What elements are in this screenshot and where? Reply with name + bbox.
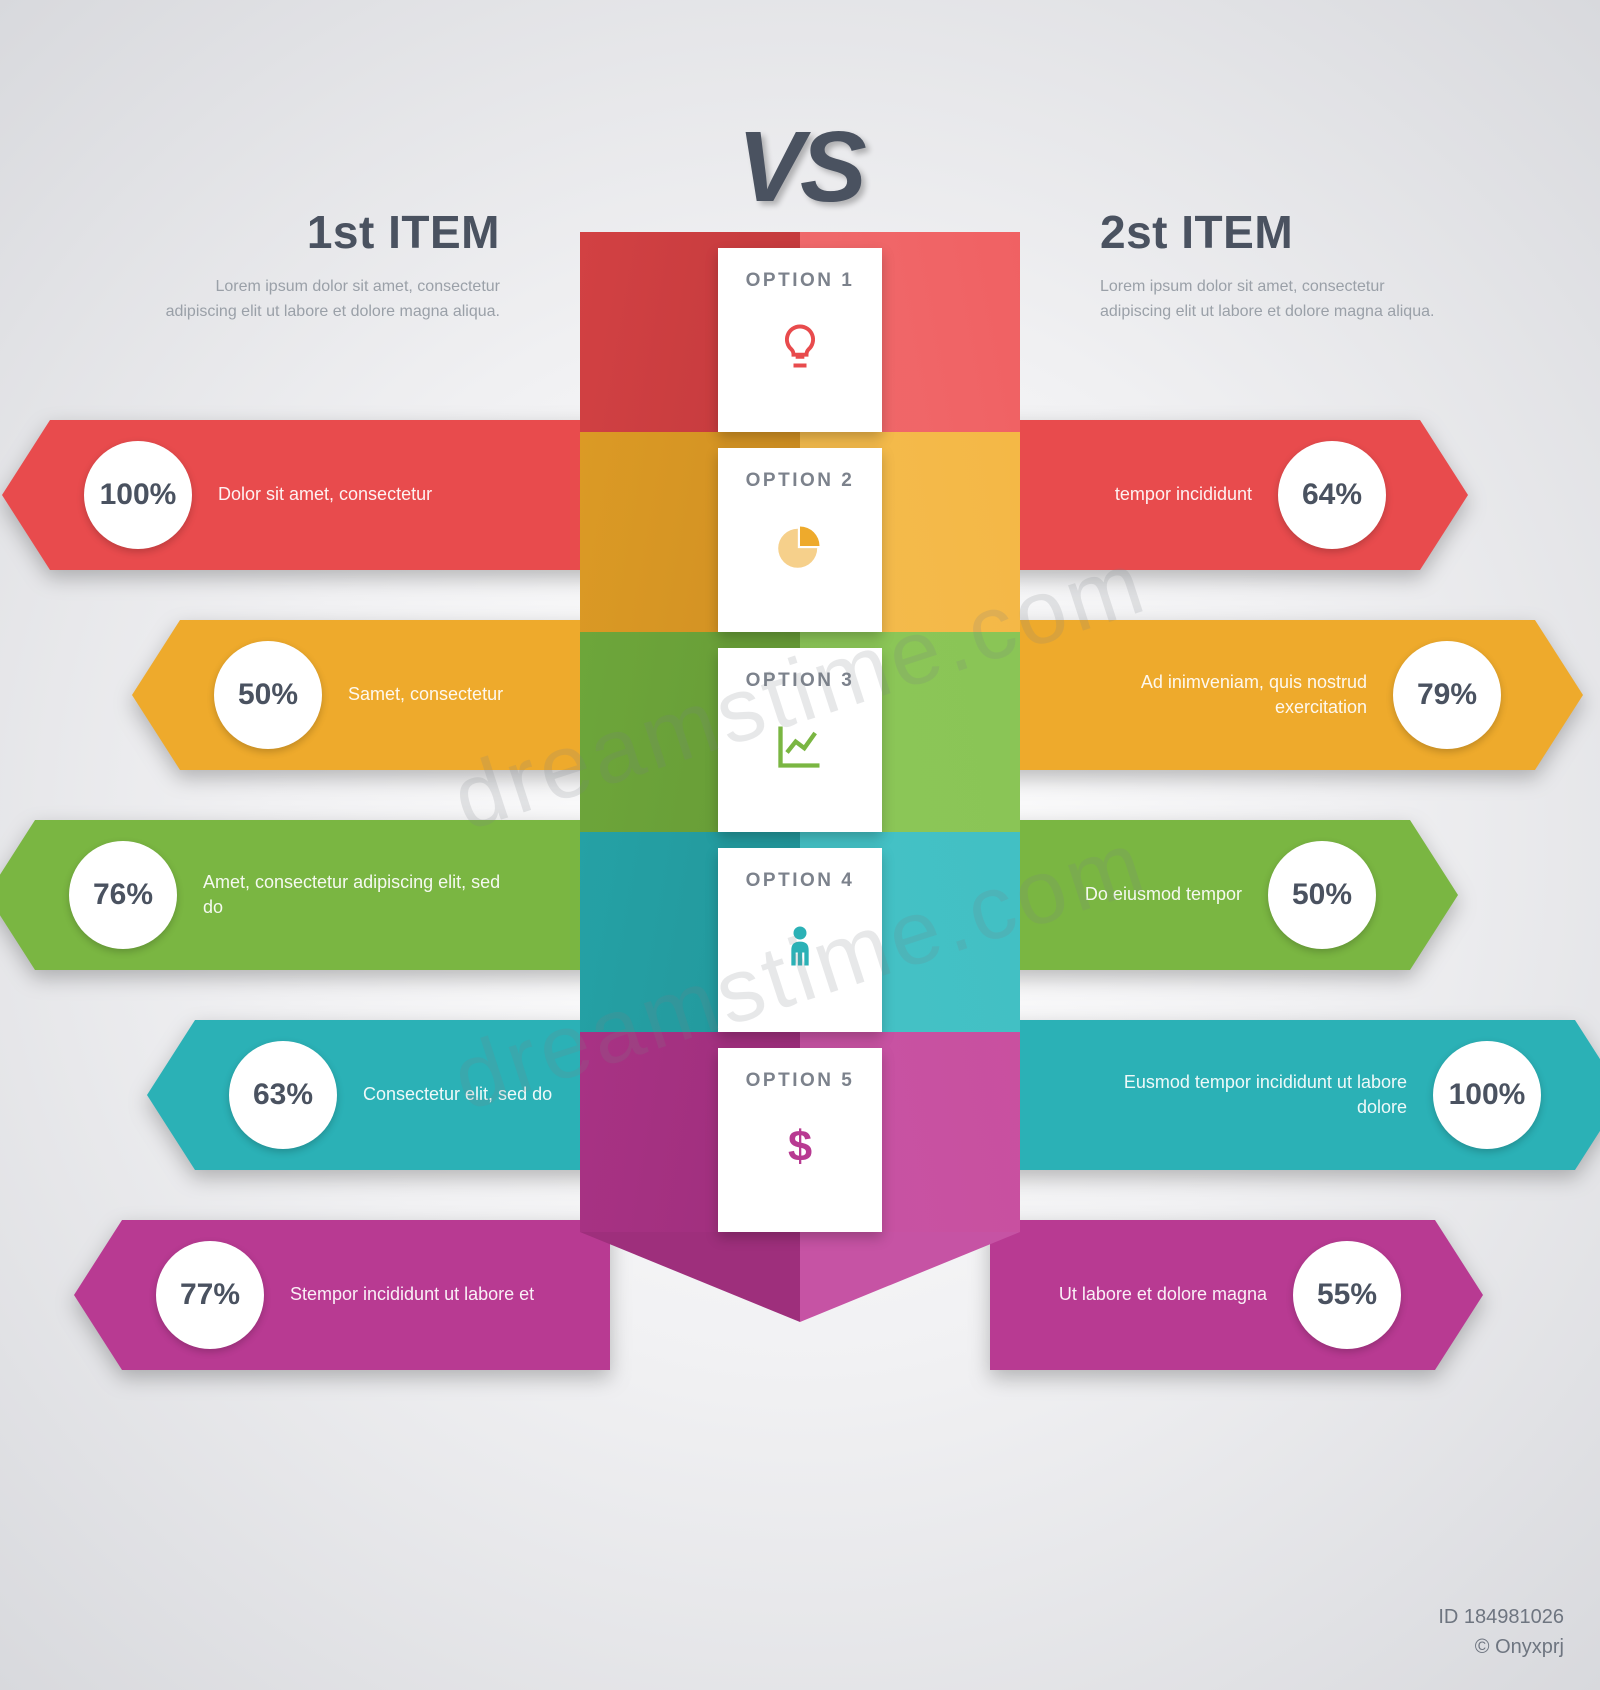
left-text: Amet, consectetur adipiscing elit, sed d… bbox=[203, 870, 503, 920]
option-ribbon: OPTION 3 bbox=[718, 648, 882, 832]
left-text: Dolor sit amet, consectetur bbox=[218, 482, 432, 507]
right-text: Ad inimveniam, quis nostrud exercitation bbox=[1067, 670, 1367, 720]
person-icon bbox=[718, 918, 882, 974]
vs-badge: VS bbox=[737, 110, 862, 225]
right-title: 2st ITEM bbox=[1100, 205, 1460, 259]
infographic-stage: VS 1st ITEM Lorem ipsum dolor sit amet, … bbox=[0, 0, 1600, 1690]
right-percent: 64% bbox=[1278, 441, 1386, 549]
chart-icon bbox=[718, 718, 882, 774]
left-title: 1st ITEM bbox=[140, 205, 500, 259]
svg-text:$: $ bbox=[788, 1123, 812, 1171]
image-credit: © Onyxprj bbox=[1438, 1632, 1564, 1662]
right-bar: 55% Ut labore et dolore magna bbox=[990, 1220, 1483, 1370]
left-bar: 50% Samet, consectetur bbox=[132, 620, 610, 770]
footer-ids: ID 184981026 © Onyxprj bbox=[1438, 1602, 1564, 1662]
right-text: Ut labore et dolore magna bbox=[1059, 1282, 1267, 1307]
left-bar: 63% Consectetur elit, sed do bbox=[147, 1020, 610, 1170]
left-percent: 63% bbox=[229, 1041, 337, 1149]
right-text: Eusmod tempor incididunt ut labore dolor… bbox=[1107, 1070, 1407, 1120]
right-bar: 64% tempor incididunt bbox=[990, 420, 1468, 570]
left-bar: 76% Amet, consectetur adipiscing elit, se… bbox=[0, 820, 610, 970]
left-text: Stempor incididunt ut labore et bbox=[290, 1282, 534, 1307]
right-bar: 100% Eusmod tempor incididunt ut labore d… bbox=[990, 1020, 1600, 1170]
option-label: OPTION 4 bbox=[718, 870, 882, 892]
option-label: OPTION 3 bbox=[718, 670, 882, 692]
left-body: Lorem ipsum dolor sit amet, consectetur … bbox=[140, 275, 500, 325]
right-bar: 79% Ad inimveniam, quis nostrud exercitat… bbox=[990, 620, 1583, 770]
left-text: Samet, consectetur bbox=[348, 682, 503, 707]
dollar-icon: $ bbox=[718, 1118, 882, 1174]
pie-icon bbox=[718, 518, 882, 574]
right-header: 2st ITEM Lorem ipsum dolor sit amet, con… bbox=[1100, 205, 1460, 325]
lightbulb-icon bbox=[718, 318, 882, 374]
right-text: tempor incididunt bbox=[1115, 482, 1252, 507]
left-percent: 50% bbox=[214, 641, 322, 749]
right-percent: 55% bbox=[1293, 1241, 1401, 1349]
option-ribbon: OPTION 2 bbox=[718, 448, 882, 632]
left-percent: 77% bbox=[156, 1241, 264, 1349]
right-text: Do eiusmod tempor bbox=[1085, 882, 1242, 907]
left-text: Consectetur elit, sed do bbox=[363, 1082, 552, 1107]
right-percent: 100% bbox=[1433, 1041, 1541, 1149]
left-header: 1st ITEM Lorem ipsum dolor sit amet, con… bbox=[140, 205, 500, 325]
left-percent: 100% bbox=[84, 441, 192, 549]
option-ribbon: OPTION 4 bbox=[718, 848, 882, 1032]
right-percent: 79% bbox=[1393, 641, 1501, 749]
right-bar: 50% Do eiusmod tempor bbox=[990, 820, 1458, 970]
left-percent: 76% bbox=[69, 841, 177, 949]
option-label: OPTION 2 bbox=[718, 470, 882, 492]
option-ribbon: OPTION 1 bbox=[718, 248, 882, 432]
option-label: OPTION 5 bbox=[718, 1070, 882, 1092]
image-id: ID 184981026 bbox=[1438, 1602, 1564, 1632]
option-ribbon: OPTION 5 $ bbox=[718, 1048, 882, 1232]
ribbon-column: OPTION 1 OPTION 2 OPTION 3 OPTION 4 OPTION 5… bbox=[718, 248, 882, 1248]
left-bar: 77% Stempor incididunt ut labore et bbox=[74, 1220, 610, 1370]
option-label: OPTION 1 bbox=[718, 270, 882, 292]
left-bar: 100% Dolor sit amet, consectetur bbox=[2, 420, 610, 570]
right-body: Lorem ipsum dolor sit amet, consectetur … bbox=[1100, 275, 1460, 325]
right-percent: 50% bbox=[1268, 841, 1376, 949]
